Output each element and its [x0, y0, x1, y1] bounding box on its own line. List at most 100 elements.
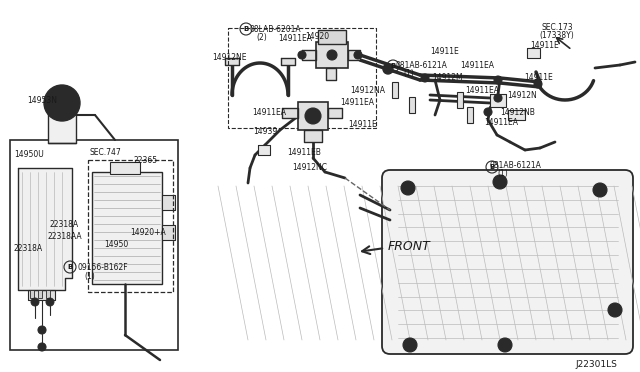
Polygon shape — [258, 145, 270, 155]
Text: 14911EA: 14911EA — [340, 98, 374, 107]
Circle shape — [611, 306, 619, 314]
Text: (1): (1) — [403, 69, 413, 78]
Circle shape — [327, 50, 337, 60]
Text: 14911E: 14911E — [348, 120, 377, 129]
Text: 14920+A: 14920+A — [130, 228, 166, 237]
Text: 22318A: 22318A — [14, 244, 43, 253]
Text: 14920: 14920 — [305, 32, 329, 41]
Text: 14911E: 14911E — [530, 41, 559, 50]
Text: (2): (2) — [256, 33, 267, 42]
Text: 14911EB: 14911EB — [287, 148, 321, 157]
Bar — [30, 290, 34, 298]
Polygon shape — [328, 108, 342, 118]
Text: B: B — [67, 264, 72, 270]
Text: 14950: 14950 — [104, 240, 128, 249]
Circle shape — [593, 183, 607, 197]
Circle shape — [401, 181, 415, 195]
Text: 14912NA: 14912NA — [350, 86, 385, 95]
Text: 22318AA: 22318AA — [47, 232, 82, 241]
Text: B: B — [243, 26, 248, 32]
Circle shape — [493, 175, 507, 189]
Polygon shape — [348, 50, 360, 60]
Text: 14911EA: 14911EA — [278, 34, 312, 43]
Circle shape — [31, 298, 39, 306]
Bar — [88, 160, 173, 292]
Text: (17338Y): (17338Y) — [539, 31, 573, 40]
Circle shape — [501, 341, 509, 349]
Bar — [392, 82, 398, 98]
Circle shape — [38, 326, 46, 334]
Bar — [38, 290, 42, 298]
Circle shape — [305, 108, 321, 124]
FancyBboxPatch shape — [382, 170, 633, 354]
Text: 14912NB: 14912NB — [500, 108, 535, 117]
Text: 14911EA: 14911EA — [252, 108, 286, 117]
Text: 14911E: 14911E — [430, 47, 459, 56]
Polygon shape — [282, 108, 298, 118]
Circle shape — [46, 298, 54, 306]
Polygon shape — [281, 58, 295, 65]
Polygon shape — [326, 68, 336, 80]
Text: 14911E: 14911E — [524, 73, 553, 82]
Bar — [316, 42, 348, 68]
Polygon shape — [225, 58, 239, 65]
Circle shape — [596, 186, 604, 194]
Text: 14911EA: 14911EA — [484, 118, 518, 127]
Circle shape — [494, 94, 502, 102]
Circle shape — [534, 80, 542, 88]
Text: 22365: 22365 — [133, 156, 157, 165]
Text: 14912N: 14912N — [507, 91, 537, 100]
Bar — [48, 103, 76, 143]
Circle shape — [421, 74, 429, 82]
Text: B: B — [490, 164, 495, 170]
Text: 14950U: 14950U — [14, 150, 44, 159]
Text: J22301LS: J22301LS — [575, 360, 617, 369]
Circle shape — [403, 338, 417, 352]
Circle shape — [494, 76, 502, 84]
Circle shape — [383, 64, 393, 74]
Bar — [46, 290, 50, 298]
Circle shape — [354, 51, 362, 59]
Circle shape — [498, 338, 512, 352]
Polygon shape — [162, 225, 175, 240]
Text: (1): (1) — [84, 272, 95, 281]
Polygon shape — [527, 48, 540, 58]
Bar — [228, 28, 376, 128]
Text: SEC.747: SEC.747 — [90, 148, 122, 157]
Polygon shape — [490, 94, 506, 107]
Circle shape — [404, 184, 412, 192]
Circle shape — [496, 178, 504, 186]
Circle shape — [406, 341, 414, 349]
Bar — [92, 172, 162, 284]
Circle shape — [44, 85, 80, 121]
Text: 081AB-6121A: 081AB-6121A — [396, 61, 448, 70]
Polygon shape — [304, 130, 322, 142]
Text: 14939: 14939 — [253, 127, 277, 136]
Bar — [298, 102, 328, 130]
Text: 14912NE: 14912NE — [212, 53, 246, 62]
Bar — [409, 97, 415, 113]
Bar — [318, 30, 346, 44]
Text: 14911EA: 14911EA — [465, 86, 499, 95]
Text: 22318A: 22318A — [50, 220, 79, 229]
Polygon shape — [302, 50, 316, 60]
Text: 09156-B162F: 09156-B162F — [78, 263, 129, 272]
Polygon shape — [28, 290, 55, 300]
Bar — [467, 107, 473, 123]
Text: 081AB-6121A: 081AB-6121A — [490, 161, 542, 170]
Text: 14912NC: 14912NC — [292, 163, 327, 172]
Circle shape — [298, 51, 306, 59]
Text: 14953N: 14953N — [27, 96, 57, 105]
Bar — [10, 140, 178, 350]
Circle shape — [608, 303, 622, 317]
Text: 14911EA: 14911EA — [460, 61, 494, 70]
Polygon shape — [18, 168, 72, 290]
Text: B: B — [390, 63, 396, 69]
Text: 14912M: 14912M — [432, 73, 463, 82]
Bar — [457, 92, 463, 108]
Bar — [110, 162, 140, 174]
Text: SEC.173: SEC.173 — [542, 23, 573, 32]
Circle shape — [38, 343, 46, 351]
Text: (1): (1) — [497, 169, 508, 178]
Text: 08LAB-6201A: 08LAB-6201A — [250, 25, 301, 34]
